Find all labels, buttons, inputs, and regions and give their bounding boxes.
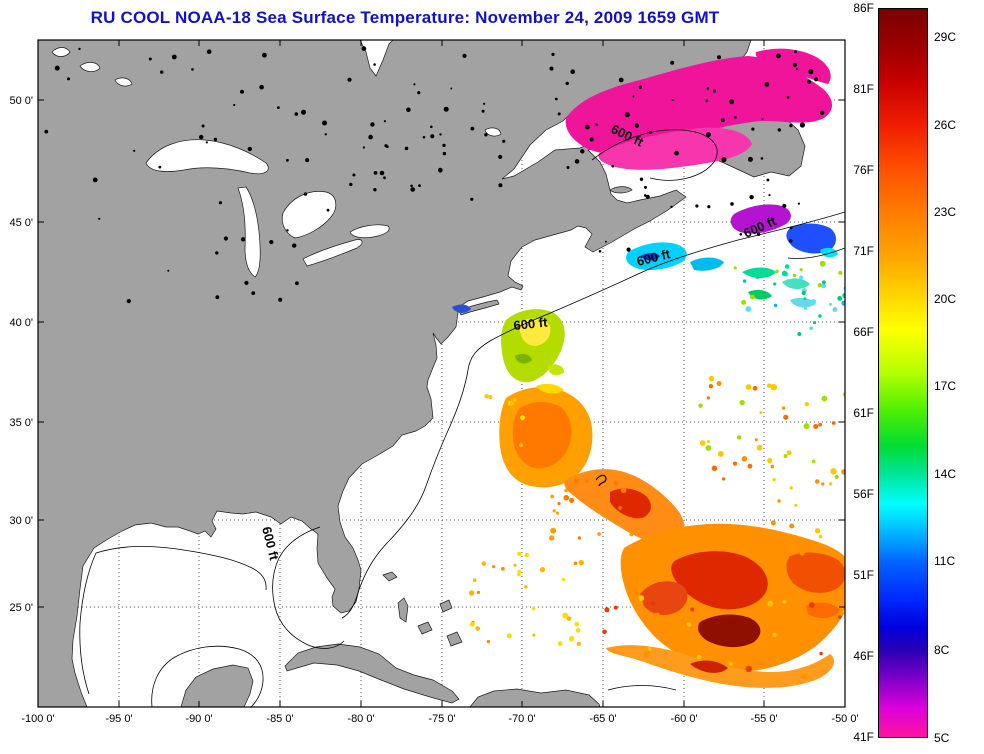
colorbar-f-label: 81F — [853, 82, 874, 96]
figure-title: RU COOL NOAA-18 Sea Surface Temperature:… — [90, 8, 720, 27]
sst-purple-streak — [730, 204, 791, 234]
sst-blue-blob — [786, 223, 836, 254]
land-masses — [38, 40, 806, 707]
sst-darkblue-bit — [640, 253, 660, 261]
bahamas-islands — [382, 571, 463, 647]
sst-green-bit2 — [548, 364, 564, 376]
bathymetry-contours — [79, 129, 845, 707]
lake-michigan — [237, 186, 261, 278]
sst-orangered-right — [786, 552, 845, 593]
lake-winnipeg-region — [51, 47, 133, 87]
colorbar-c-label: 17C — [934, 379, 957, 393]
lac-saint-jean — [484, 127, 502, 137]
long-island — [458, 299, 500, 316]
yucatan-peninsula — [180, 664, 254, 707]
gulf-coast-contour — [95, 545, 267, 591]
grand-banks-contour — [787, 247, 845, 259]
colorbar-c-label: 11C — [934, 554, 956, 568]
noise-speckles — [44, 46, 845, 680]
sst-cyan-strip2 — [690, 257, 724, 271]
x-tick-label: -85 0' — [266, 713, 293, 725]
colorbar-f-label: 41F — [853, 730, 874, 744]
x-axis-labels: -100 0' -95 0' -90 0' -85 0' -80 0' -75 … — [21, 713, 858, 725]
campeche-contour — [151, 645, 264, 707]
sst-darkred-core — [698, 614, 761, 648]
x-ticks-top — [37, 40, 846, 46]
x-tick-label: -55 0' — [750, 713, 777, 725]
colorbar-c-label: 14C — [934, 467, 957, 481]
sst-pink-lower-lobe — [598, 127, 752, 170]
colorbar-c-label: 29C — [934, 30, 957, 44]
gulf-stlawrence-contour — [591, 129, 718, 181]
lake-superior — [145, 139, 269, 175]
x-tick-label: -60 0' — [670, 713, 697, 725]
sst-green-mottle2 — [782, 278, 810, 290]
caribbean-contour — [607, 685, 677, 691]
colorbar-f-label: 61F — [853, 406, 874, 420]
y-tick-label: 35 0' — [9, 417, 33, 429]
west-florida-contour — [272, 526, 345, 649]
x-tick-label: -95 0' — [105, 713, 132, 725]
sst-blue-nj-coast — [452, 304, 471, 313]
y-tick-label: 50 0' — [9, 95, 33, 107]
colorbar-f-label: 56F — [853, 487, 874, 501]
colorbar-c-label: 8C — [934, 643, 950, 657]
x-tick-label: -70 0' — [508, 713, 535, 725]
x-tick-label: -80 0' — [347, 713, 374, 725]
y-axis-labels: 50 0' 45 0' 40 0' 35 0' 30 0' 25 0' — [9, 95, 33, 614]
sst-orange-upper-core — [512, 402, 572, 469]
sst-orange-right-mid — [806, 602, 840, 619]
sst-red-streak2 — [640, 581, 688, 615]
x-tick-label: -65 0' — [589, 713, 616, 725]
colorbar-c-label: 5C — [934, 731, 950, 745]
x-ticks-bottom — [37, 701, 846, 707]
axis-frame — [37, 39, 846, 708]
sst-patches — [452, 48, 845, 688]
sst-yellow-core — [519, 318, 551, 346]
sst-yellow-fringe — [536, 383, 564, 394]
sst-red-streak1 — [671, 551, 768, 610]
sst-red-mid — [610, 488, 651, 519]
temperature-colorbar — [878, 8, 928, 738]
contour-label-midatlantic: 600 ft — [513, 314, 549, 333]
y-ticks-left — [38, 99, 44, 608]
colorbar-c-label: 26C — [934, 118, 957, 132]
x-tick-label: -50 0' — [831, 713, 858, 725]
gulf-stream-squiggle — [595, 474, 607, 487]
y-tick-label: 45 0' — [9, 217, 33, 229]
colorbar-f-label: 86F — [853, 1, 874, 15]
x-tick-label: -100 0' — [21, 713, 54, 725]
inland-lakes — [51, 47, 502, 278]
prince-edward-island — [609, 186, 633, 194]
y-tick-label: 30 0' — [9, 515, 33, 527]
colorbar-f-label: 66F — [853, 325, 874, 339]
sst-green-bit — [515, 353, 532, 364]
colorbar-c-label: 23C — [934, 205, 957, 219]
x-tick-label: -75 0' — [428, 713, 455, 725]
colorbar-c-label: 20C — [934, 292, 957, 306]
x-tick-label: -90 0' — [185, 713, 212, 725]
shelf-edge-contour — [341, 211, 845, 619]
y-tick-label: 40 0' — [9, 317, 33, 329]
sst-green-mottle4 — [790, 297, 816, 308]
sst-cyan-fringe — [820, 247, 838, 258]
hispaniola-island — [469, 688, 601, 707]
colorbar-f-label: 51F — [853, 568, 874, 582]
sst-pink-labrador-arm — [755, 48, 831, 84]
texas-contour — [79, 552, 97, 695]
y-tick-label: 25 0' — [9, 602, 33, 614]
lake-erie — [302, 239, 363, 267]
sst-green-mottle — [742, 267, 776, 278]
colorbar-f-label: 71F — [853, 244, 874, 258]
lake-huron — [281, 191, 337, 239]
colorbar-f-label: 46F — [853, 649, 874, 663]
cuba-island — [284, 643, 460, 704]
sst-red-bottom-bit — [690, 660, 728, 673]
lake-ontario — [349, 224, 390, 239]
colorbar-f-label: 76F — [853, 163, 874, 177]
y-ticks-right — [839, 99, 845, 608]
sst-pink-gulf-st-lawrence — [565, 56, 833, 154]
